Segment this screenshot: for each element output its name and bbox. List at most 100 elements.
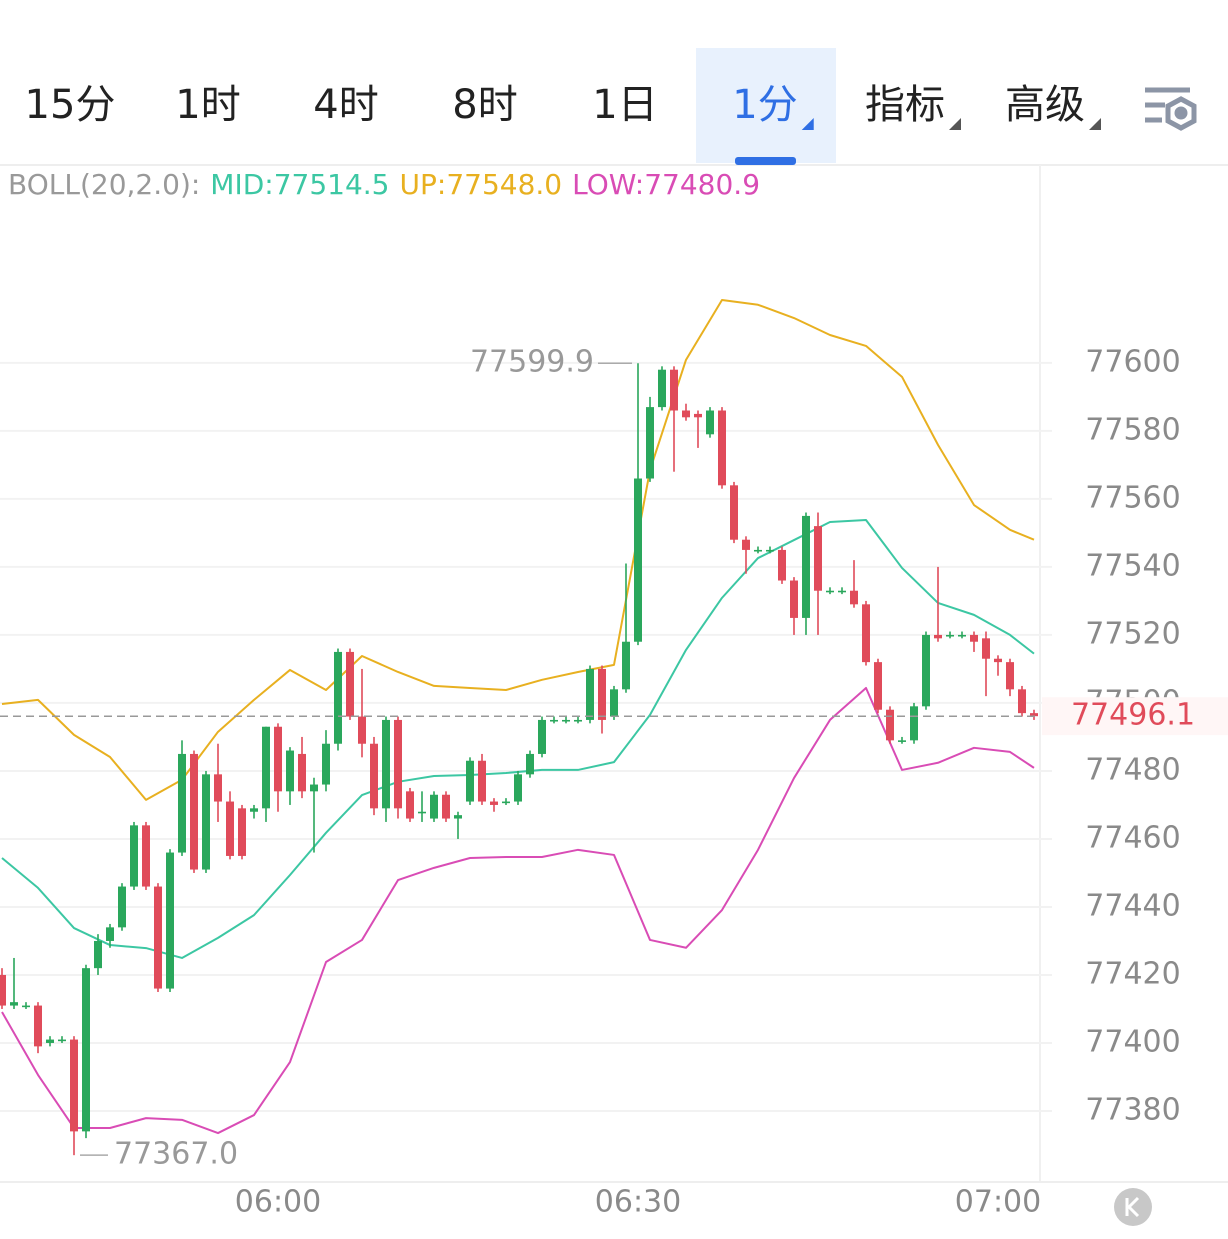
candle-body: [526, 753, 534, 775]
tab-label[interactable]: 15分: [25, 82, 116, 128]
candle-body: [862, 604, 870, 663]
annotation-label: 77367.0: [114, 1137, 238, 1172]
candle-body: [778, 549, 786, 581]
candle-body: [394, 719, 402, 809]
candle-body: [730, 485, 738, 540]
candle-body: [226, 801, 234, 856]
candle-body: [22, 1005, 30, 1008]
candle-body: [982, 638, 990, 659]
candle-body: [454, 815, 462, 819]
candle-body: [490, 801, 498, 805]
candle-body: [286, 750, 294, 792]
candle-body: [250, 808, 258, 812]
candle-body: [694, 413, 702, 418]
y-tick-label: 77400: [1085, 1024, 1180, 1059]
candle-body: [238, 808, 246, 856]
candle-body: [94, 940, 102, 969]
candle-body: [130, 825, 138, 887]
candle-body: [334, 651, 342, 744]
candle-body: [142, 825, 150, 887]
candle-body: [814, 526, 822, 591]
x-tick-label: 07:00: [955, 1185, 1041, 1220]
legend-entry: LOW:77480.9: [572, 168, 760, 201]
last-price-tag: [1042, 697, 1228, 736]
annotation-label: 77599.9: [470, 345, 594, 380]
candle-body: [706, 410, 714, 435]
candle-body: [622, 641, 630, 690]
candle-body: [466, 760, 474, 802]
candle-body: [166, 852, 174, 989]
tab-label[interactable]: 4时: [313, 82, 378, 128]
band-line: [1, 298, 1035, 801]
candle-body: [214, 774, 222, 802]
candle-body: [754, 549, 762, 552]
band-line: [1, 518, 1035, 959]
candle-body: [898, 740, 906, 742]
candle-body: [442, 794, 450, 819]
candle-body: [718, 410, 726, 486]
candle-body: [310, 784, 318, 792]
candle-body: [610, 689, 618, 717]
y-tick-label: 77600: [1085, 344, 1180, 379]
tab-label[interactable]: 高级: [1005, 82, 1085, 128]
candle-body: [0, 974, 6, 1006]
candle-body: [1030, 713, 1038, 717]
candle-body: [538, 719, 546, 754]
y-tick-label: 77460: [1085, 820, 1180, 855]
candle-body: [682, 410, 690, 418]
candle-body: [658, 369, 666, 408]
candle-body: [1006, 662, 1014, 690]
candle-body: [994, 658, 1002, 663]
settings-icon[interactable]: [1145, 87, 1197, 131]
y-tick-label: 77560: [1085, 480, 1180, 515]
kline-button[interactable]: [1114, 1188, 1152, 1226]
y-tick-label: 77480: [1085, 752, 1180, 787]
candle-body: [742, 539, 750, 550]
candle-body: [1018, 689, 1026, 714]
tab-label[interactable]: 1日: [592, 82, 657, 128]
candle-body: [118, 886, 126, 928]
dropdown-arrow: [949, 118, 961, 130]
candle-body: [670, 369, 678, 411]
dropdown-arrow: [1089, 118, 1101, 130]
y-tick-label: 77520: [1085, 616, 1180, 651]
candle-body: [958, 634, 966, 637]
candle-body: [430, 794, 438, 819]
candle-body: [634, 478, 642, 642]
candle-body: [418, 811, 426, 814]
y-tick-label: 77420: [1085, 956, 1180, 991]
candle-body: [574, 719, 582, 722]
x-tick-label: 06:30: [595, 1185, 681, 1220]
selected-tab-bg: [696, 48, 836, 163]
candle-body: [874, 662, 882, 710]
candle-body: [586, 668, 594, 720]
candle-body: [766, 549, 774, 552]
tab-label[interactable]: 指标: [865, 82, 945, 128]
candle-body: [502, 801, 510, 804]
candle-body: [946, 634, 954, 637]
candle-body: [178, 753, 186, 853]
tab-label[interactable]: 1分: [732, 82, 797, 128]
y-tick-label: 77580: [1085, 412, 1180, 447]
candle-body: [406, 791, 414, 819]
candle-body: [34, 1005, 42, 1047]
candle-body: [910, 706, 918, 741]
candle-body: [190, 753, 198, 870]
candle-body: [790, 580, 798, 618]
candle-body: [970, 634, 978, 642]
candle-body: [346, 651, 354, 717]
tab-label[interactable]: 1时: [175, 82, 240, 128]
candle-body: [370, 743, 378, 809]
candle-body: [598, 668, 606, 720]
candle-body: [382, 719, 390, 809]
candle-body: [886, 709, 894, 741]
candle-body: [70, 1039, 78, 1132]
candle-body: [850, 590, 858, 605]
candle-body: [106, 927, 114, 941]
candle-body: [922, 634, 930, 707]
tab-label[interactable]: 8时: [452, 82, 517, 128]
candle-body: [202, 774, 210, 870]
